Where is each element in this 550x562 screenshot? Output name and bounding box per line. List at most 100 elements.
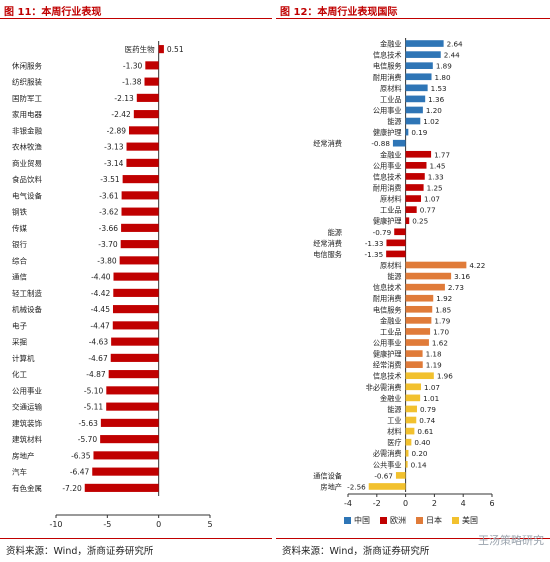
value-label: -2.42 — [111, 110, 131, 119]
bar — [405, 394, 421, 402]
category-label: 经常消费 — [373, 361, 402, 370]
value-label: 2.64 — [447, 40, 463, 49]
category-label: 钢铁 — [12, 207, 27, 217]
bar — [405, 150, 432, 158]
value-label: 1.70 — [433, 327, 449, 336]
value-label: -1.33 — [365, 239, 384, 248]
bar — [394, 228, 406, 236]
bar — [405, 372, 434, 380]
category-label: 材料 — [387, 427, 401, 436]
value-label: 1.01 — [423, 394, 439, 403]
right-chart-legend: 中国 欧洲 日本 美国 — [344, 515, 478, 526]
value-label: -0.88 — [371, 139, 390, 148]
category-label: 电信服务 — [373, 305, 402, 314]
value-label: -6.47 — [70, 468, 90, 477]
category-label: 医药生物 — [125, 44, 155, 54]
value-label: -1.35 — [365, 250, 384, 259]
value-label: 4.22 — [469, 261, 485, 270]
bar — [405, 383, 422, 391]
category-label: 国防军工 — [12, 93, 42, 103]
bar — [405, 73, 432, 81]
bar — [128, 126, 159, 135]
category-label: 机械设备 — [12, 304, 42, 314]
bar — [121, 191, 159, 200]
left-chart-title: 图 11：本周行业表现 — [4, 7, 102, 18]
legend-label: 中国 — [354, 516, 370, 525]
bar — [405, 350, 423, 357]
bar — [405, 449, 409, 457]
x-tick-label: -10 — [49, 520, 62, 529]
value-label: -3.62 — [99, 208, 119, 217]
value-label: 0.19 — [411, 128, 427, 137]
value-label: 3.16 — [454, 272, 470, 281]
legend-swatch — [452, 517, 459, 524]
category-label: 信息技术 — [373, 51, 402, 60]
left-chart-panel: 图 11：本周行业表现 -10 -5 0 5 医药生物 0.51 休闲服务 -1.30 纺织服装… — [0, 0, 272, 562]
category-label: 金融业 — [380, 316, 402, 325]
right-source-note: 资料来源：Wind，浙商证券研究所 — [282, 546, 430, 557]
category-label: 工业品 — [380, 327, 402, 336]
bar — [113, 272, 159, 281]
category-label: 经常消费 — [313, 239, 342, 248]
bar — [145, 61, 159, 70]
value-label: -4.87 — [86, 370, 106, 379]
bar — [133, 110, 159, 119]
category-label: 公用事业 — [12, 385, 42, 395]
value-label: -0.67 — [374, 471, 393, 480]
left-bottom-rule — [0, 538, 272, 539]
value-label: 1.02 — [423, 117, 439, 126]
bar — [405, 261, 467, 269]
bar — [405, 206, 417, 213]
value-label: 1.79 — [434, 316, 450, 325]
x-tick-label: 4 — [461, 499, 466, 508]
bar — [392, 139, 406, 147]
value-label: 1.96 — [437, 372, 453, 381]
bar — [106, 386, 159, 395]
bar — [126, 142, 159, 151]
category-label: 房地产 — [320, 482, 342, 491]
category-label: 电信服务 — [313, 250, 342, 259]
value-label: 0.51 — [167, 45, 184, 54]
value-label: 0.77 — [420, 206, 436, 215]
bar — [405, 195, 422, 202]
category-label: 建筑材料 — [12, 434, 42, 444]
value-label: -2.56 — [347, 482, 366, 491]
bar — [100, 435, 159, 444]
bar — [386, 250, 406, 258]
category-label: 信息技术 — [373, 283, 402, 292]
value-label: 0.61 — [417, 427, 433, 436]
bar — [122, 175, 159, 184]
value-label: -4.40 — [91, 273, 111, 282]
value-label: -4.67 — [88, 354, 108, 363]
category-label: 公用事业 — [373, 339, 402, 348]
x-tick-label: -2 — [373, 499, 381, 508]
legend-swatch — [380, 517, 387, 524]
bar — [405, 184, 424, 191]
value-label: -3.13 — [104, 143, 124, 152]
value-label: -3.80 — [97, 256, 117, 265]
category-label: 原材料 — [380, 261, 402, 270]
category-label: 计算机 — [12, 353, 35, 363]
category-label: 非银金融 — [12, 125, 42, 135]
value-label: 1.92 — [436, 294, 452, 303]
legend-item: 美国 — [452, 515, 478, 526]
bar — [93, 451, 159, 460]
bar — [121, 207, 159, 216]
value-label: 1.18 — [426, 350, 442, 359]
bar — [405, 128, 409, 136]
value-label: 1.77 — [434, 150, 450, 159]
bar — [126, 158, 159, 167]
value-label: -2.13 — [114, 94, 134, 103]
value-label: 0.79 — [420, 405, 436, 414]
value-label: 1.07 — [424, 195, 440, 204]
bar — [405, 294, 434, 302]
value-label: -2.89 — [107, 126, 127, 135]
bar — [84, 483, 159, 492]
category-label: 原材料 — [380, 195, 402, 204]
watermark: 王汤策略研究 — [478, 534, 544, 547]
bar — [405, 272, 452, 280]
legend-item: 日本 — [416, 515, 442, 526]
category-label: 耐用消费 — [373, 294, 402, 303]
value-label: 1.19 — [426, 361, 442, 370]
category-label: 健康护理 — [373, 350, 402, 359]
